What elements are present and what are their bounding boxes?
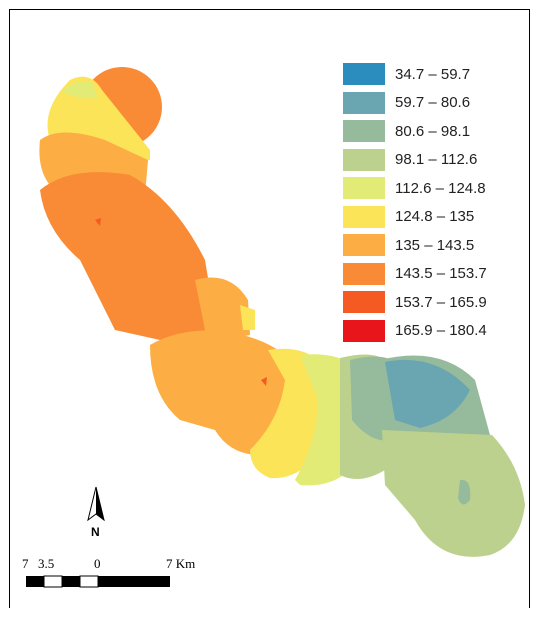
north-label: N (91, 525, 100, 539)
legend-swatch (343, 120, 385, 142)
zone-98-112-b (382, 430, 525, 557)
legend-swatch (343, 262, 385, 285)
legend-item: 59.7 – 80.6 (343, 91, 471, 114)
legend-swatch (343, 91, 385, 114)
north-arrow-icon (87, 486, 105, 522)
legend-item: 34.7 – 59.7 (343, 63, 470, 85)
zone-112-124 (62, 81, 98, 99)
zone-80-98-c (458, 479, 471, 505)
hotspot-a (95, 218, 101, 226)
legend-label: 98.1 – 112.6 (395, 151, 478, 168)
legend-label: 59.7 – 80.6 (395, 94, 471, 111)
legend-swatch (343, 234, 385, 256)
zone-112-124-c (295, 354, 350, 486)
legend-item: 80.6 – 98.1 (343, 120, 470, 142)
legend-label: 112.6 – 124.8 (395, 179, 486, 197)
zone-124-135-b (240, 305, 255, 330)
scale-label-3-5: 3.5 (38, 556, 55, 571)
map-surface (39, 67, 525, 557)
zone-135-143-c (150, 330, 295, 455)
legend-swatch (343, 291, 385, 313)
scale-label-0: 0 (94, 556, 101, 571)
legend-item: 165.9 – 180.4 (343, 319, 487, 342)
legend-swatch (343, 63, 385, 85)
zone-143-153-main (40, 172, 215, 341)
scale-bar (26, 575, 170, 588)
legend-label: 80.6 – 98.1 (395, 122, 471, 140)
scale-label-7-left: 7 (22, 556, 29, 571)
hotspot-b (261, 377, 267, 386)
legend-swatch (343, 148, 385, 171)
legend-label: 124.8 – 135 (395, 208, 475, 225)
legend-swatch (343, 205, 385, 228)
scale-label-7km: 7 Km (166, 556, 196, 571)
legend-item: 124.8 – 135 (343, 205, 475, 228)
legend-item: 153.7 – 165.9 (343, 291, 487, 313)
zone-135-143-b (195, 277, 250, 337)
legend-swatch (343, 319, 385, 342)
map-frame (9, 9, 530, 608)
legend-label: 153.7 – 165.9 (395, 293, 487, 311)
legend-label: 34.7 – 59.7 (395, 65, 471, 83)
legend-swatch (343, 177, 385, 199)
legend-label: 165.9 – 180.4 (395, 322, 487, 339)
legend-label: 135 – 143.5 (395, 236, 475, 254)
zone-59-80 (385, 359, 470, 428)
legend-item: 143.5 – 153.7 (343, 262, 487, 285)
legend-label: 143.5 – 153.7 (395, 265, 487, 282)
legend-item: 98.1 – 112.6 (343, 148, 478, 171)
legend-item: 112.6 – 124.8 (343, 177, 486, 199)
zone-124-135-c (250, 348, 320, 479)
legend-item: 135 – 143.5 (343, 234, 474, 256)
